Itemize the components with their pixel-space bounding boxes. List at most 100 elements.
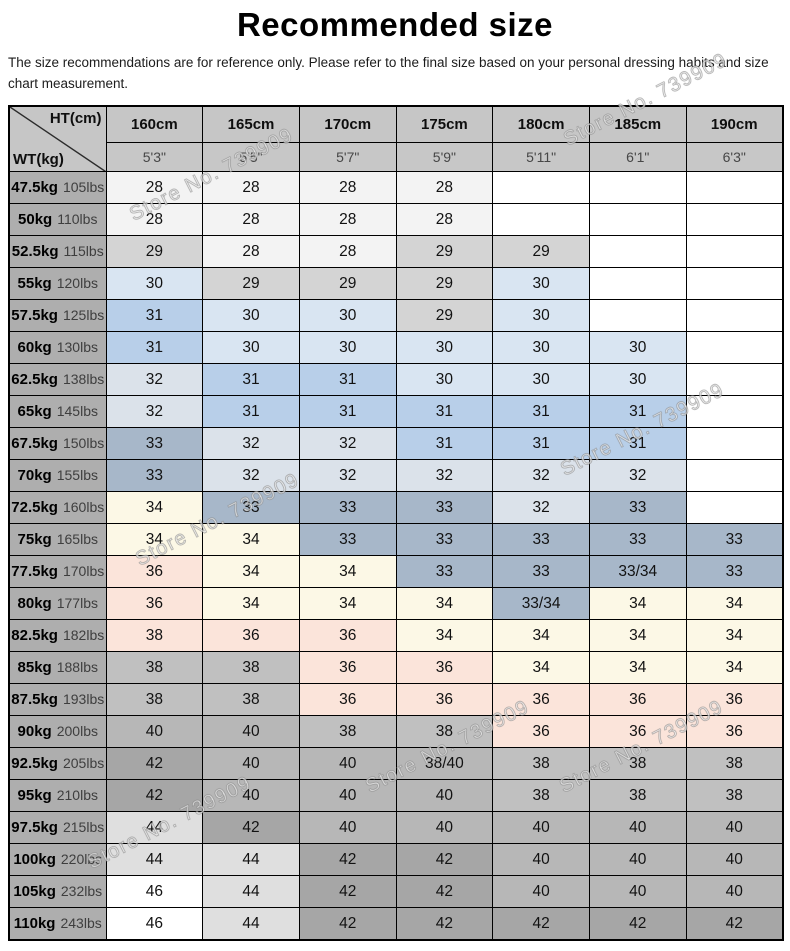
row-header-weight: 90kg 200lbs [8,715,107,749]
row-header-weight: 47.5kg 105lbs [8,171,107,205]
size-cell: 33 [298,523,397,557]
size-cell: 36 [395,651,494,685]
size-cell: 40 [395,779,494,813]
weight-kg-label: 90kg [17,722,52,740]
size-cell: 40 [395,811,494,845]
col-header-height-ft: 5'5" [202,142,300,173]
row-header-weight: 70kg 155lbs [8,459,107,493]
size-cell: 42 [105,779,204,813]
size-cell: 36 [298,651,397,685]
weight-kg-label: 80kg [17,594,52,612]
weight-row: 97.5kg 215lbs 44 42 40 40 40 40 40 [8,811,784,845]
weight-row: 90kg 200lbs 40 40 38 38 36 36 36 [8,715,784,749]
weight-lbs-label: 120lbs [56,274,98,291]
weight-lbs-label: 232lbs [60,882,103,899]
size-cell: 42 [202,811,300,845]
size-cell: 36 [395,683,494,717]
size-cell: 32 [298,459,397,493]
size-cell: 32 [395,459,494,493]
weight-kg-label: 87.5kg [11,690,58,708]
size-cell: 38 [685,747,784,781]
corner-cell: HT(cm) WT(kg) [8,105,107,173]
size-cell: 29 [298,267,397,301]
size-cell: 32 [588,459,687,493]
size-cell: 30 [105,267,204,301]
weight-kg-label: 82.5kg [11,626,58,644]
size-cell: 44 [105,843,204,877]
size-cell: 29 [395,235,494,269]
size-cell: 38 [492,779,590,813]
size-cell: 31 [298,395,397,429]
size-cell: 34 [105,523,204,557]
size-cell: 38 [202,683,300,717]
size-cell: 36 [492,715,590,749]
weight-lbs-label: 115lbs [63,242,104,259]
empty-cell [588,299,687,333]
size-cell: 33 [685,555,784,589]
weight-row: 105kg 232lbs 46 44 42 42 40 40 40 [8,875,784,909]
col-header-height-cm: 160cm [105,105,204,144]
weight-lbs-label: 160lbs [62,498,105,515]
col-header-height-ft: 5'11" [492,142,590,173]
size-cell: 30 [492,299,590,333]
weight-lbs-label: 150lbs [62,434,105,451]
empty-cell [685,363,784,397]
table-header: HT(cm) WT(kg) 160cm 165cm 170cm 175cm 180cm 1… [8,105,784,173]
empty-cell [685,459,784,493]
weight-lbs-label: 182lbs [62,626,105,643]
size-cell: 29 [492,235,590,269]
col-header-height-ft: 5'3" [105,142,204,173]
size-cell: 31 [492,427,590,461]
weight-row: 72.5kg 160lbs 34 33 33 33 32 33 [8,491,784,525]
weight-lbs-label: 105lbs [62,178,105,195]
weight-lbs-label: 170lbs [62,562,105,579]
size-cell: 30 [202,299,300,333]
empty-cell [685,331,784,365]
row-header-weight: 67.5kg 150lbs [8,427,107,461]
size-cell: 33/34 [492,587,590,621]
weight-row: 70kg 155lbs 33 32 32 32 32 32 [8,459,784,493]
weight-kg-label: 100kg [13,850,56,868]
weight-row: 67.5kg 150lbs 33 32 32 31 31 31 [8,427,784,461]
size-cell: 40 [588,843,687,877]
size-cell: 44 [202,907,300,941]
size-cell: 28 [395,203,494,237]
size-cell: 46 [105,907,204,941]
empty-cell [588,171,687,205]
size-cell: 33 [395,555,494,589]
col-header-height-ft: 5'9" [395,142,494,173]
size-cell: 36 [492,683,590,717]
col-header-height-cm: 190cm [685,105,784,144]
weight-kg-label: 57.5kg [11,306,58,324]
size-cell: 40 [492,843,590,877]
weight-lbs-label: 188lbs [56,658,98,675]
size-cell: 30 [202,331,300,365]
row-header-weight: 52.5kg 115lbs [8,235,107,269]
size-cell: 32 [105,363,204,397]
weight-row: 52.5kg 115lbs 29 28 28 29 29 [8,235,784,269]
weight-row: 92.5kg 205lbs 42 40 40 38/40 38 38 38 [8,747,784,781]
weight-row: 100kg 220lbs 44 44 42 42 40 40 40 [8,843,784,877]
weight-lbs-label: 210lbs [56,786,98,803]
size-cell: 31 [492,395,590,429]
weight-lbs-label: 200lbs [56,722,98,739]
weight-row: 62.5kg 138lbs 32 31 31 30 30 30 [8,363,784,397]
size-cell: 40 [588,811,687,845]
diagonal-line [10,106,105,171]
row-header-weight: 85kg 188lbs [8,651,107,685]
col-header-height-ft: 6'1" [588,142,687,173]
size-cell: 28 [202,235,300,269]
row-header-weight: 77.5kg 170lbs [8,555,107,589]
size-cell: 36 [105,555,204,589]
weight-kg-label: 55kg [17,274,52,292]
weight-kg-label: 70kg [17,466,52,484]
col-header-height-cm: 175cm [395,105,494,144]
size-cell: 38 [298,715,397,749]
weight-lbs-label: 138lbs [62,370,105,387]
size-cell: 33 [105,427,204,461]
size-cell: 42 [395,907,494,941]
empty-cell [685,203,784,237]
size-cell: 33 [588,491,687,525]
size-cell: 38 [105,619,204,653]
weight-lbs-label: 145lbs [56,402,98,419]
